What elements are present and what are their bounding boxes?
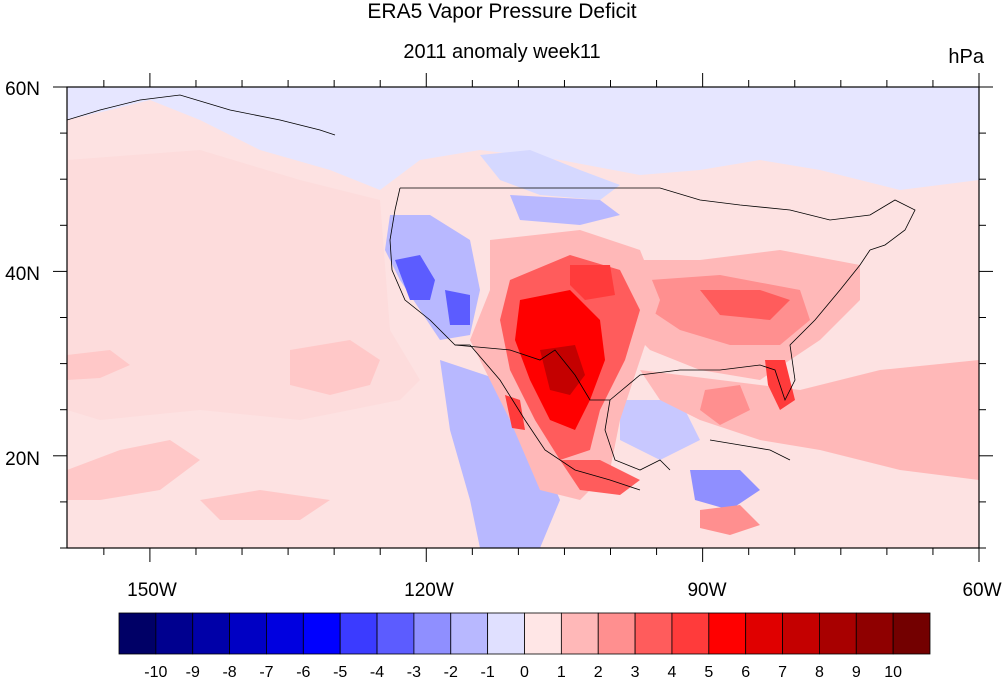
colorbar-swatch	[782, 612, 820, 655]
colorbar-label: 3	[631, 664, 640, 681]
colorbar-label: -2	[444, 664, 458, 681]
map-ticks	[53, 73, 993, 562]
colorbar-label: 9	[852, 664, 861, 681]
chart-title: ERA5 Vapor Pressure Deficit	[367, 0, 637, 23]
colorbar-swatch	[155, 612, 194, 655]
colorbar-label: 5	[704, 664, 713, 681]
colorbar-label: 7	[778, 664, 787, 681]
region-pacific-pink-blob	[290, 340, 380, 395]
region-eastern-pacific-blue2	[620, 400, 700, 460]
colorbar-swatch	[229, 612, 267, 655]
colorbar-swatch	[192, 612, 230, 655]
colorbar-swatch	[597, 612, 636, 655]
region-caribbean-pink	[700, 505, 760, 535]
colorbar-label: -4	[370, 664, 384, 681]
lon-tick-label-150W: 150W	[127, 580, 177, 601]
colorbar-label: 1	[557, 664, 566, 681]
colorbar-swatch	[524, 612, 562, 655]
region-northern-blue-patch	[480, 150, 620, 200]
colorbar-label: -5	[333, 664, 347, 681]
colorbar-label: -6	[296, 664, 310, 681]
region-us-southeast-core	[700, 290, 790, 320]
region-california-blue-dark	[395, 255, 435, 300]
region-nevada-blue-dark	[445, 290, 470, 325]
colorbar-label: 10	[884, 664, 902, 681]
region-eastern-pacific-blue	[440, 360, 560, 548]
colorbar-swatch	[855, 612, 894, 655]
cuba-outline	[709, 439, 791, 461]
region-gulf-pink-core	[700, 385, 750, 425]
units-label: hPa	[948, 46, 984, 68]
lon-tick-label-90W: 90W	[687, 580, 726, 601]
colorbar	[118, 612, 931, 655]
lon-tick-label-60W: 60W	[962, 580, 1001, 601]
colorbar-label: 8	[815, 664, 824, 681]
colorbar-label: -10	[144, 664, 167, 681]
colorbar-label: 4	[668, 664, 677, 681]
colorbar-swatch	[745, 612, 783, 655]
colorbar-swatch	[560, 612, 599, 655]
us-west-coast	[389, 187, 470, 346]
colorbar-swatch	[413, 612, 452, 655]
colorbar-label: -1	[481, 664, 495, 681]
mexico-coast-west	[469, 344, 641, 491]
mexico-coast-east	[604, 399, 671, 471]
lat-tick-label-20N: 20N	[5, 449, 40, 470]
colorbar-swatch	[708, 612, 747, 655]
colorbar-label: 2	[594, 664, 603, 681]
region-baja-red	[505, 395, 525, 430]
alaska-coast	[67, 94, 336, 136]
colorbar-swatch	[487, 612, 525, 655]
coastlines	[67, 94, 916, 491]
colorbar-swatch	[376, 612, 415, 655]
colorbar-swatch	[302, 612, 341, 655]
colorbar-labels: -10 -9 -8 -7 -6 -5 -4 -3 -2 -1 0 1 2 3 4 5 6 7 8 9 10	[144, 664, 902, 681]
colorbar-swatch	[819, 612, 857, 655]
us-border-north	[400, 187, 916, 251]
region-pacific-pink-south2	[200, 490, 330, 520]
us-mexico-border	[454, 344, 610, 401]
colorbar-swatch	[671, 612, 710, 655]
region-northwest-blue	[510, 195, 620, 225]
colorbar-label: -8	[222, 664, 236, 681]
region-colorado-red	[570, 265, 615, 300]
region-pacific-pink-west	[67, 350, 130, 380]
colorbar-swatch	[450, 612, 489, 655]
region-texas-dark-core	[540, 345, 585, 395]
colorbar-label: 0	[520, 664, 529, 681]
map-field	[67, 87, 979, 548]
colorbar-swatch	[634, 612, 673, 655]
colorbar-label: -3	[407, 664, 421, 681]
colorbar-swatch	[266, 612, 304, 655]
region-caribbean-blue	[690, 470, 760, 510]
region-northern-blue-band	[67, 87, 979, 190]
lon-tick-label-120W: 120W	[404, 580, 454, 601]
lat-tick-label-60N: 60N	[5, 79, 40, 100]
colorbar-label: -9	[186, 664, 200, 681]
colorbar-label: 6	[741, 664, 750, 681]
region-pacific-pink-south	[67, 440, 200, 500]
colorbar-label: -7	[259, 664, 273, 681]
colorbar-swatch	[892, 612, 931, 655]
colorbar-swatch	[339, 612, 378, 655]
lat-tick-label-40N: 40N	[5, 264, 40, 285]
colorbar-swatch	[118, 612, 157, 655]
gulf-coast	[609, 249, 871, 402]
chart-subtitle: 2011 anomaly week11	[403, 41, 601, 63]
